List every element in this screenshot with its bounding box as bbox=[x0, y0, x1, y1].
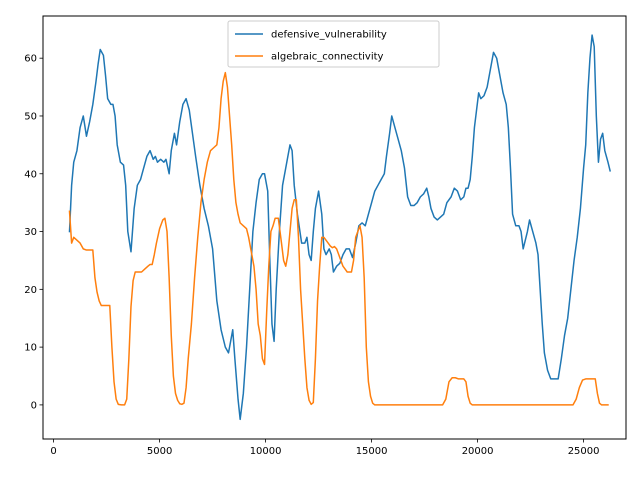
x-tick-label: 20000 bbox=[462, 446, 494, 457]
y-tick-label: 20 bbox=[24, 285, 37, 296]
y-tick-label: 60 bbox=[24, 54, 37, 65]
series-line-algebraic-connectivity bbox=[68, 71, 609, 406]
x-tick-label: 10000 bbox=[250, 446, 282, 457]
y-tick-label: 10 bbox=[24, 343, 37, 354]
legend: defensive_vulnerability algebraic_connect… bbox=[227, 20, 440, 68]
plot-area bbox=[68, 34, 612, 421]
x-tick-label: 0 bbox=[50, 446, 56, 457]
x-tick-label: 25000 bbox=[568, 446, 600, 457]
axes-frame bbox=[42, 15, 627, 440]
legend-label-algebraic-connectivity: algebraic_connectivity bbox=[271, 52, 384, 63]
x-axis: 0 5000 10000 15000 20000 25000 bbox=[50, 439, 600, 457]
legend-label-defensive-vulnerability: defensive_vulnerability bbox=[271, 30, 387, 41]
y-tick-label: 0 bbox=[31, 400, 37, 411]
y-axis: 0 10 20 30 40 50 60 bbox=[24, 54, 43, 411]
y-tick-label: 50 bbox=[24, 111, 37, 122]
series-line-defensive-vulnerability bbox=[68, 34, 612, 421]
x-tick-label: 15000 bbox=[356, 446, 388, 457]
x-tick-label: 5000 bbox=[147, 446, 172, 457]
legend-box bbox=[227, 20, 440, 68]
y-tick-label: 40 bbox=[24, 169, 37, 180]
y-tick-label: 30 bbox=[24, 227, 37, 238]
